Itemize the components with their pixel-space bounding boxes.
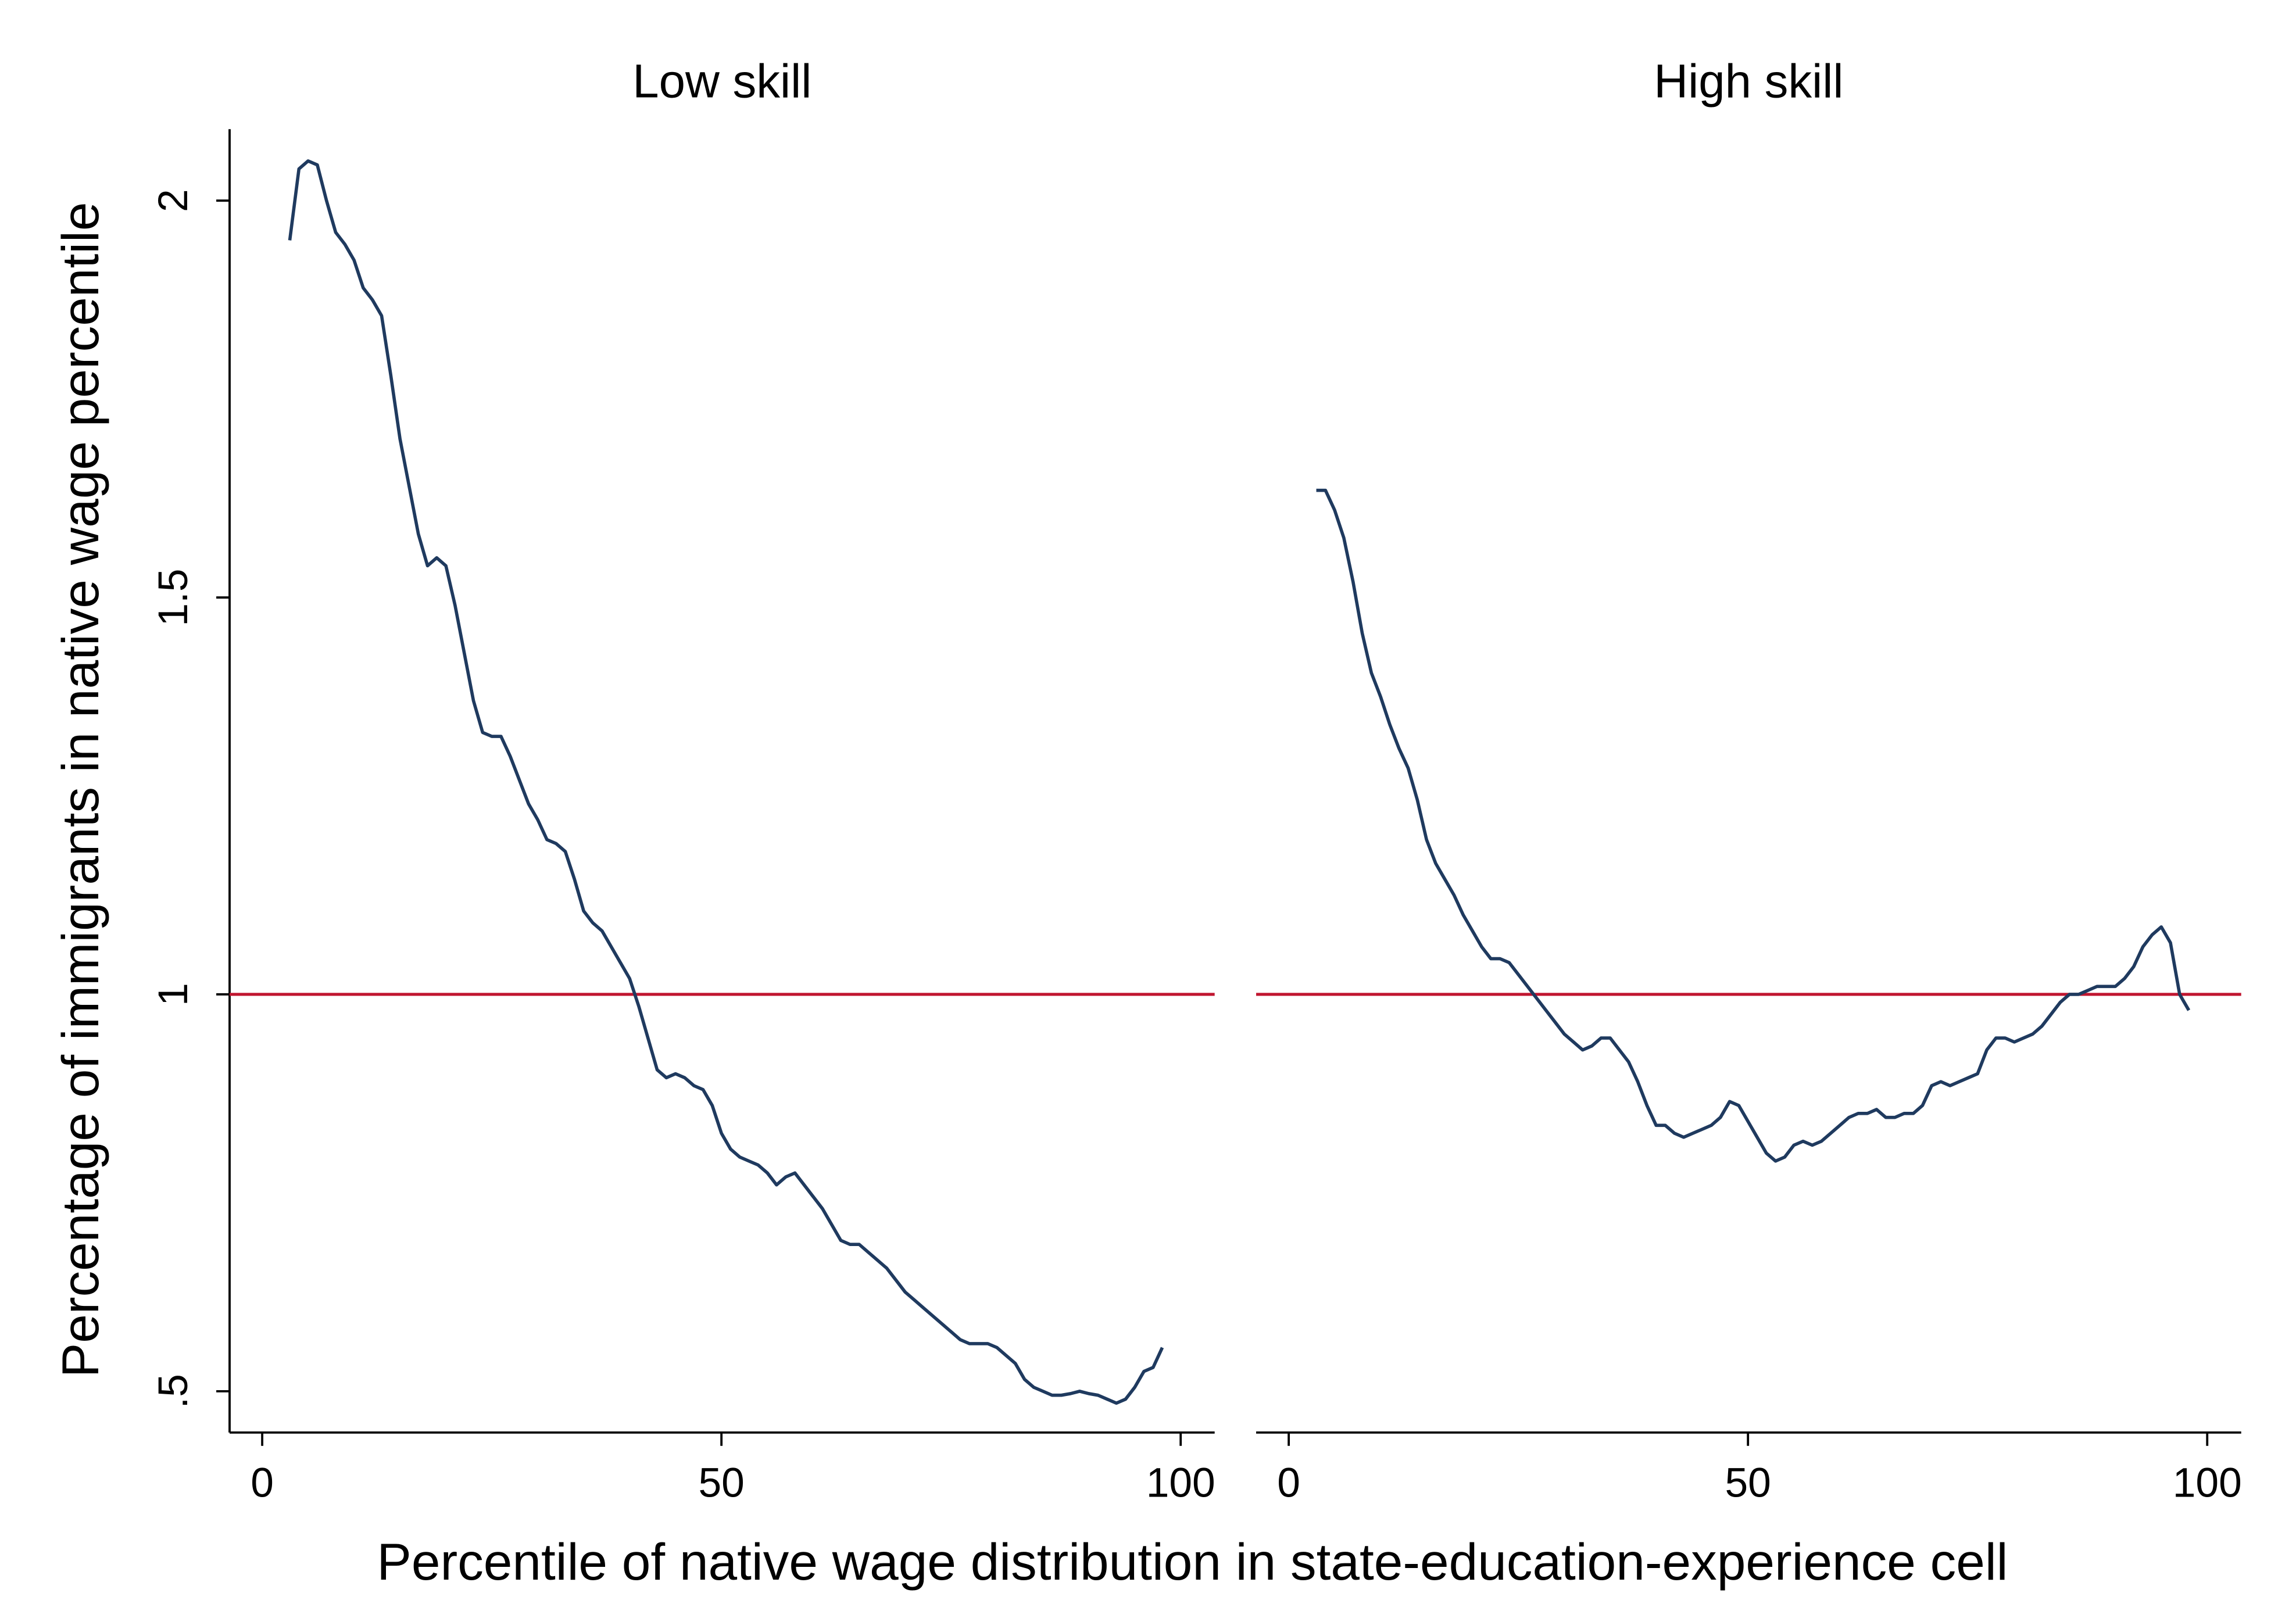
x-tick-label: 0	[1277, 1459, 1300, 1506]
y-tick-label: .5	[150, 1374, 196, 1409]
y-tick-label: 1.5	[150, 568, 196, 626]
data-line	[1316, 488, 2191, 1163]
panel-title: High skill	[1654, 55, 1843, 108]
x-tick-label: 100	[1146, 1459, 1215, 1506]
panel-title: Low skill	[632, 55, 811, 108]
y-tick-label: 1	[150, 983, 196, 1006]
data-line	[288, 159, 1164, 1405]
x-tick-label: 100	[2173, 1459, 2242, 1506]
y-axis-label: Percentage of immigrants in native wage …	[51, 202, 109, 1378]
x-tick-label: 50	[1725, 1459, 1771, 1506]
x-axis-label: Percentile of native wage distribution i…	[377, 1533, 2008, 1591]
y-tick-label: 2	[150, 189, 196, 212]
x-tick-label: 0	[251, 1459, 274, 1506]
x-tick-label: 50	[698, 1459, 744, 1506]
